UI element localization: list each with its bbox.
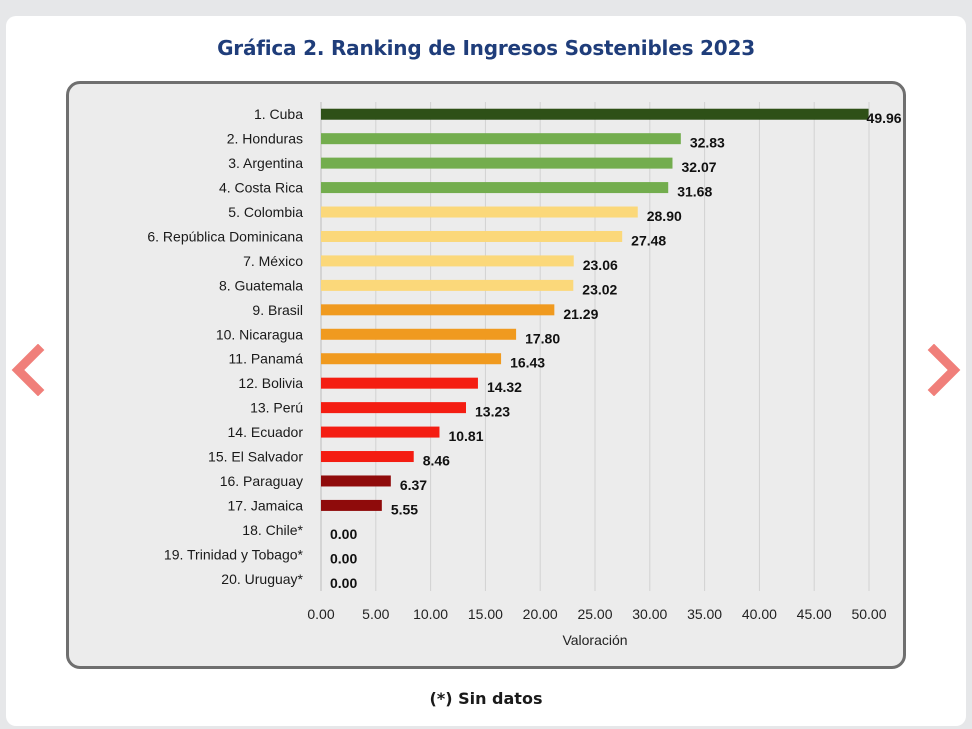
data-label: 13.23 bbox=[475, 404, 510, 420]
category-label: 20. Uruguay* bbox=[221, 571, 303, 587]
category-label: 6. República Dominicana bbox=[147, 228, 303, 244]
chevron-right-icon bbox=[927, 344, 961, 396]
category-label: 13. Perú bbox=[250, 400, 303, 416]
previous-slide-button[interactable] bbox=[10, 344, 46, 396]
chart-card: Gráfica 2. Ranking de Ingresos Sostenibl… bbox=[6, 16, 966, 726]
category-label: 15. El Salvador bbox=[208, 449, 303, 465]
bar bbox=[321, 475, 391, 487]
data-label: 16.43 bbox=[510, 355, 545, 371]
category-label: 9. Brasil bbox=[252, 302, 303, 318]
category-label: 10. Nicaragua bbox=[216, 326, 303, 342]
x-tick-label: 20.00 bbox=[523, 606, 558, 622]
bar bbox=[321, 279, 574, 291]
data-label: 23.06 bbox=[583, 257, 618, 273]
category-label: 8. Guatemala bbox=[219, 277, 303, 293]
category-label: 14. Ecuador bbox=[228, 424, 304, 440]
bar-chart: 0.00 5.00 10.00 15.00 20.00 25.00 30.00 35.00 40… bbox=[147, 102, 902, 648]
data-label: 5.55 bbox=[391, 501, 418, 517]
x-tick-label: 40.00 bbox=[742, 606, 777, 622]
chart-area: 0.00 5.00 10.00 15.00 20.00 25.00 30.00 35.00 40… bbox=[66, 81, 906, 669]
bar bbox=[321, 377, 478, 389]
bar bbox=[321, 499, 382, 511]
x-tick-label: 50.00 bbox=[851, 606, 886, 622]
bar bbox=[321, 255, 574, 267]
bar bbox=[321, 353, 502, 365]
data-label: 0.00 bbox=[330, 575, 357, 591]
category-label: 3. Argentina bbox=[228, 155, 303, 171]
category-label: 18. Chile* bbox=[242, 522, 303, 538]
category-label: 16. Paraguay bbox=[220, 473, 303, 489]
x-tick-label: 35.00 bbox=[687, 606, 722, 622]
category-label: 2. Honduras bbox=[227, 131, 303, 147]
data-label: 6.37 bbox=[400, 477, 427, 493]
category-label: 1. Cuba bbox=[254, 106, 303, 122]
data-label: 31.68 bbox=[677, 184, 712, 200]
next-slide-button[interactable] bbox=[926, 344, 962, 396]
bar bbox=[321, 402, 467, 414]
x-tick-label: 15.00 bbox=[468, 606, 503, 622]
data-label: 14.32 bbox=[487, 379, 522, 395]
x-tick-label: 10.00 bbox=[413, 606, 448, 622]
data-label: 21.29 bbox=[563, 306, 598, 322]
data-label: 10.81 bbox=[448, 428, 483, 444]
category-label: 4. Costa Rica bbox=[219, 180, 303, 196]
bar bbox=[321, 206, 638, 218]
bar bbox=[321, 108, 869, 120]
bar bbox=[321, 451, 414, 463]
x-tick-label: 0.00 bbox=[307, 606, 334, 622]
chart-title: Gráfica 2. Ranking de Ingresos Sostenibl… bbox=[217, 36, 755, 60]
bar bbox=[321, 426, 440, 438]
bar bbox=[321, 230, 623, 242]
data-label: 23.02 bbox=[582, 281, 617, 297]
category-label: 7. México bbox=[243, 253, 303, 269]
category-label: 12. Bolivia bbox=[238, 375, 303, 391]
x-tick-label: 45.00 bbox=[797, 606, 832, 622]
data-label: 49.96 bbox=[867, 110, 902, 126]
bar bbox=[321, 182, 669, 194]
data-label: 32.07 bbox=[681, 159, 716, 175]
bar bbox=[321, 304, 555, 316]
x-tick-label: 5.00 bbox=[362, 606, 389, 622]
category-label: 11. Panamá bbox=[229, 351, 304, 367]
chevron-left-icon bbox=[11, 344, 45, 396]
category-label: 5. Colombia bbox=[228, 204, 303, 220]
x-tick-label: 25.00 bbox=[577, 606, 612, 622]
data-label: 28.90 bbox=[647, 208, 682, 224]
category-label: 19. Trinidad y Tobago* bbox=[164, 546, 304, 562]
data-label: 17.80 bbox=[525, 330, 560, 346]
x-tick-label: 30.00 bbox=[632, 606, 667, 622]
bar bbox=[321, 328, 517, 340]
data-label: 0.00 bbox=[330, 526, 357, 542]
data-label: 8.46 bbox=[423, 453, 450, 469]
bar bbox=[321, 133, 681, 145]
data-label: 32.83 bbox=[690, 135, 725, 151]
data-label: 27.48 bbox=[631, 232, 666, 248]
x-axis-title: Valoración bbox=[562, 632, 627, 648]
bar bbox=[321, 157, 673, 169]
data-label: 0.00 bbox=[330, 550, 357, 566]
category-label: 17. Jamaica bbox=[228, 497, 304, 513]
footnote: (*) Sin datos bbox=[429, 689, 543, 708]
